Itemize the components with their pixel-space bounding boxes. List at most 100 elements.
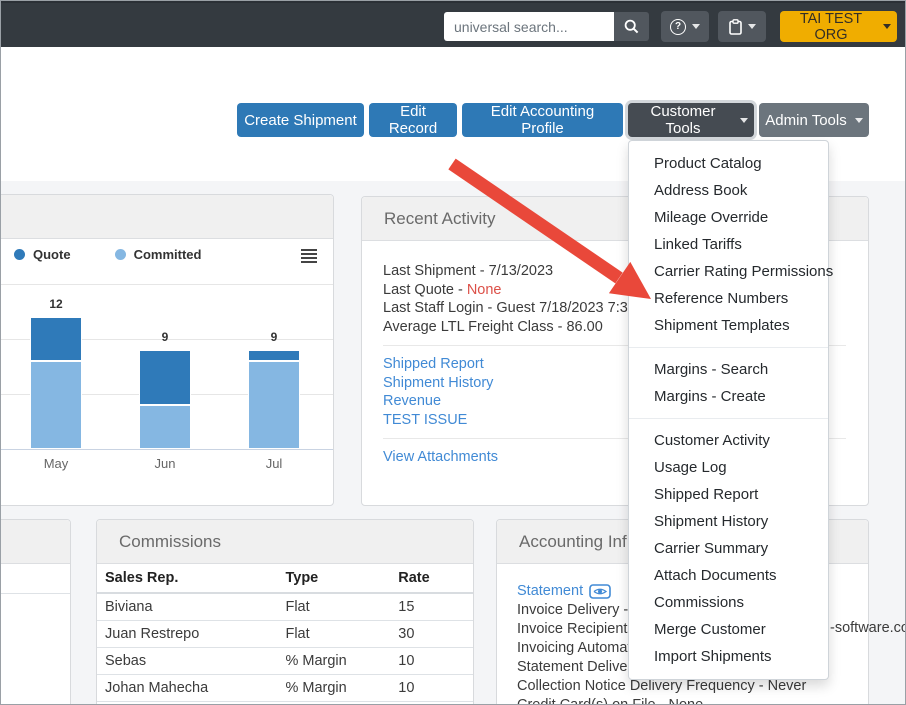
menu-item-shipment-templates[interactable]: Shipment Templates	[654, 317, 790, 334]
top-navbar: ? TAI TEST ORG	[1, 1, 905, 47]
stat-line: Last Quote - None	[383, 281, 846, 300]
stat-line: Average LTL Freight Class - 86.00	[383, 318, 846, 337]
bar-stack-may	[30, 317, 82, 449]
bar-segment-quote	[30, 317, 82, 361]
gridline	[1, 339, 333, 340]
table-cell: Juan Restrepo	[97, 620, 278, 648]
bar-stack-jun	[139, 350, 191, 449]
menu-item-usage-log[interactable]: Usage Log	[654, 459, 727, 476]
menu-item-margins-search[interactable]: Margins - Search	[654, 361, 769, 378]
accounting-lines: Invoice Delivery - Em Invoice Recipients …	[517, 601, 848, 704]
menu-item-attach-documents[interactable]: Attach Documents	[654, 567, 777, 584]
cutoff-panel-header	[1, 520, 70, 564]
table-row: Johan Mahecha% Margin 10	[97, 674, 473, 702]
bar-segment-quote	[248, 350, 300, 361]
test-issue-link[interactable]: TEST ISSUE	[383, 411, 468, 428]
bar-total-label: 9	[270, 330, 278, 344]
table-cell: Johan Mahecha	[97, 674, 278, 702]
table-cell: Flat	[277, 620, 391, 648]
table-row: Juan Restrepo Flat 30	[97, 620, 473, 648]
menu-item-commissions[interactable]: Commissions	[654, 594, 745, 611]
commissions-title: Commissions	[97, 520, 473, 564]
org-label: TAI TEST ORG	[799, 10, 863, 43]
accounting-line: Collection Notice Delivery Frequency - N…	[517, 678, 807, 694]
clipboard-button[interactable]	[718, 11, 766, 42]
menu-item-linked-tariffs[interactable]: Linked Tariffs	[654, 236, 742, 253]
link-line: Revenue	[383, 392, 846, 411]
menu-item-product-catalog[interactable]: Product Catalog	[654, 155, 762, 172]
table-cell: 30	[390, 620, 473, 648]
legend-item-quote[interactable]: Quote	[14, 247, 71, 262]
legend-label: Committed	[133, 247, 202, 262]
edit-accounting-profile-button[interactable]: Edit Accounting Profile	[462, 103, 623, 137]
bar-total-label: 9	[161, 330, 169, 344]
customer-tools-label: Customer Tools	[650, 103, 716, 137]
link-line: Shipped Report	[383, 355, 846, 374]
chart-legend: Quote Committed	[14, 247, 201, 262]
link-line: TEST ISSUE	[383, 411, 846, 430]
quotes-chart-panel: Quote Committed 12 May 9 Jun 9 Jul	[1, 194, 334, 506]
column-header: Rate	[390, 564, 473, 594]
menu-item-mileage-override[interactable]: Mileage Override	[654, 209, 769, 226]
menu-item-reference-numbers[interactable]: Reference Numbers	[654, 290, 789, 307]
help-button[interactable]: ?	[661, 11, 709, 42]
table-cell: % Margin	[277, 647, 391, 675]
menu-item-address-book[interactable]: Address Book	[654, 182, 748, 199]
legend-dot-icon	[14, 249, 25, 260]
clipboard-icon	[728, 18, 742, 35]
view-attachments-link[interactable]: View Attachments	[383, 449, 498, 465]
bar-segment-committed	[248, 361, 300, 449]
menu-item-carrier-summary[interactable]: Carrier Summary	[654, 540, 769, 557]
shipment-history-link[interactable]: Shipment History	[383, 374, 494, 391]
bar-segment-committed	[139, 405, 191, 449]
stat-text: Last Staff Login - Guest 7/18/2023 7:34 …	[383, 300, 666, 316]
chart-panel-header	[1, 195, 333, 239]
x-axis-label: Jul	[265, 456, 283, 471]
menu-item-shipped-report[interactable]: Shipped Report	[654, 486, 759, 503]
menu-item-customer-activity[interactable]: Customer Activity	[654, 432, 770, 449]
search-button[interactable]	[614, 12, 649, 41]
chevron-down-icon	[740, 117, 748, 123]
cutoff-panel-row	[1, 564, 70, 594]
x-axis-line	[1, 449, 333, 450]
menu-item-margins-create[interactable]: Margins - Create	[654, 388, 766, 405]
legend-item-committed[interactable]: Committed	[114, 247, 202, 262]
revenue-link[interactable]: Revenue	[383, 393, 442, 409]
chevron-down-icon	[883, 24, 891, 29]
menu-item-shipment-history[interactable]: Shipment History	[654, 513, 769, 530]
x-axis-label: Jun	[154, 456, 176, 471]
chevron-down-icon	[747, 24, 756, 29]
overflow-text-fragment: -software.com,	[830, 620, 905, 636]
customer-tools-menu: Product Catalog Address Book Mileage Overr…	[628, 140, 834, 680]
eye-badge-icon[interactable]	[589, 584, 611, 599]
chart-menu-icon[interactable]	[301, 249, 317, 265]
menu-divider	[629, 347, 828, 348]
column-header: Sales Rep.	[97, 564, 278, 594]
column-header: Type	[277, 564, 391, 594]
help-icon: ?	[670, 18, 686, 35]
x-axis-label: May	[43, 456, 69, 471]
admin-tools-label: Admin Tools	[765, 111, 847, 129]
recent-activity-links: Shipped Report Shipment History Revenue TES…	[383, 355, 846, 429]
menu-divider	[629, 418, 828, 419]
statement-link[interactable]: Statement	[517, 583, 584, 599]
table-row: Biviana Flat 15	[97, 593, 473, 621]
table-row: Sebas% Margin 10	[97, 647, 473, 675]
divider	[383, 438, 846, 439]
cutoff-panel	[1, 519, 71, 704]
table-cell: % Margin	[277, 674, 391, 702]
menu-item-import-shipments[interactable]: Import Shipments	[654, 648, 772, 665]
customer-tools-button[interactable]: Customer Tools	[628, 103, 754, 137]
table-cell: 15	[390, 593, 473, 621]
admin-tools-button[interactable]: Admin Tools	[759, 103, 869, 137]
menu-item-merge-customer[interactable]: Merge Customer	[654, 621, 766, 638]
shipped-report-link[interactable]: Shipped Report	[383, 356, 484, 372]
table-cell: 10	[390, 647, 473, 675]
create-shipment-button[interactable]: Create Shipment	[237, 103, 364, 137]
org-button[interactable]: TAI TEST ORG	[780, 10, 897, 43]
search-icon	[624, 19, 639, 34]
menu-item-carrier-rating-permissions[interactable]: Carrier Rating Permissions	[654, 263, 834, 280]
edit-record-button[interactable]: Edit Record	[369, 103, 457, 137]
commissions-panel: Commissions Sales Rep. Type Rate Biviana Fl…	[96, 519, 474, 704]
search-input[interactable]	[444, 12, 614, 41]
